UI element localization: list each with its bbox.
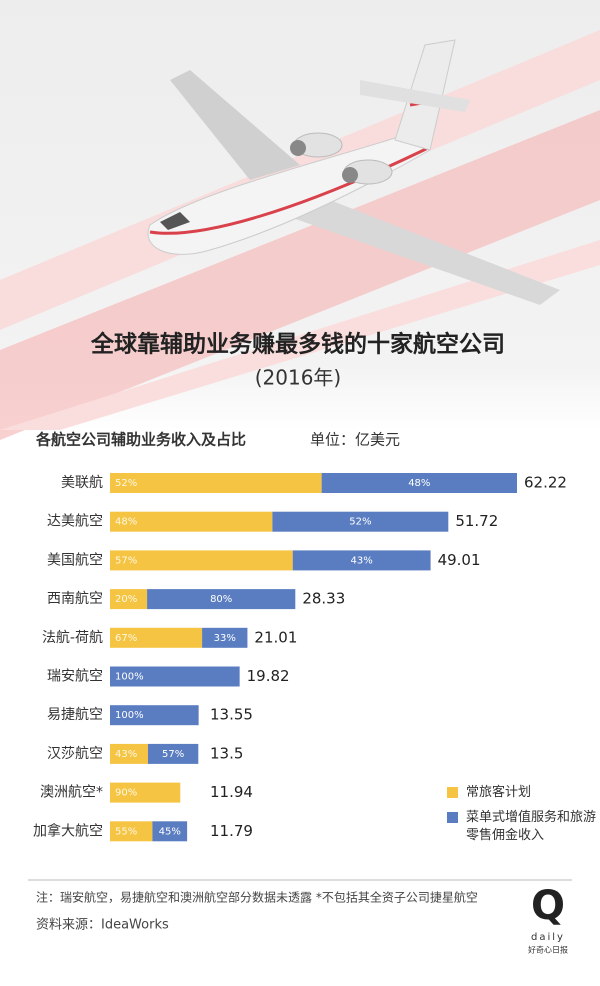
value-label: 43% [351,555,373,566]
value-label: 52% [115,478,137,489]
value-label: 67% [115,633,137,644]
value-label: 48% [115,517,137,528]
bar-segment [321,473,517,493]
category-label: 达美航空 [47,514,103,530]
category-label: 美国航空 [47,552,103,568]
bar-segment [110,705,199,726]
value-label: 100% [115,672,144,683]
bar-segment [110,627,203,648]
category-label: 瑞安航空 [47,669,103,685]
category-label: 美联航 [61,475,103,491]
value-label: 43% [115,749,137,760]
plane [147,39,560,305]
category-label: 西南航空 [47,591,103,607]
legend-swatch [447,812,458,823]
bar-segment [147,589,296,610]
total-label: 49.01 [438,551,481,569]
category-label: 汉莎航空 [47,746,103,762]
total-label: 13.55 [210,706,253,724]
bar-segment [292,550,431,571]
value-label: 80% [210,594,232,605]
total-label: 19.82 [247,667,290,685]
value-label: 90% [115,788,137,799]
total-label: 11.79 [210,822,253,840]
bar-segment [147,743,199,764]
value-label: 20% [115,594,137,605]
value-label: 45% [159,826,181,837]
total-label: 11.94 [210,783,253,801]
total-label: 21.01 [254,628,297,646]
value-label: 48% [408,478,430,489]
source: 资料来源：IdeaWorks [36,918,169,933]
logo-cn: 好奇心日报 [528,945,568,955]
value-label: 33% [214,633,236,644]
total-label: 13.5 [210,744,243,762]
category-label: 澳洲航空* [40,785,103,801]
chart-title: 全球靠辅助业务赚最多钱的十家航空公司 [90,331,505,358]
bar-segment [110,743,148,764]
legend-text: 常旅客计划 [466,785,532,800]
total-label: 62.22 [524,474,567,492]
value-label: 57% [115,555,137,566]
value-label: 57% [162,749,184,760]
legend-item: 菜单式增值服务和旅游零售佣金收入 [447,809,596,845]
logo-sub: daily [531,932,565,943]
logo: Q [531,883,565,929]
bar-segment [110,589,148,610]
stripe [0,240,600,430]
legend-swatch [447,787,458,798]
bar-segment [110,821,153,842]
category-label: 加拿大航空 [33,822,103,839]
bar-segment [110,473,322,493]
bar-segment [110,550,293,571]
chart-label: 各航空公司辅助业务收入及占比 [35,431,246,449]
category-label: 法航-荷航 [42,630,103,646]
legend-text: 菜单式增值服务和旅游零售佣金收入 [466,810,597,843]
category-label: 易捷航空 [47,707,103,723]
value-label: 55% [115,826,137,837]
bar-segment [110,511,273,532]
bar-segment [152,821,188,842]
bar-segment [110,782,181,803]
chart-subtitle: (2016年) [255,366,342,390]
legend-item: 常旅客计划 [447,784,596,802]
value-label: 100% [115,710,144,721]
value-label: 52% [349,517,371,528]
unit-label: 单位：亿美元 [310,431,400,449]
bar-segment [272,511,449,532]
total-label: 28.33 [302,590,345,608]
total-label: 51.72 [455,512,498,530]
bar-segment [202,627,248,648]
bar-segment [110,666,240,687]
note: 注：瑞安航空，易捷航空和澳洲航空部分数据未透露 *不包括其全资子公司捷星航空 [36,890,478,905]
stripe [0,110,600,440]
